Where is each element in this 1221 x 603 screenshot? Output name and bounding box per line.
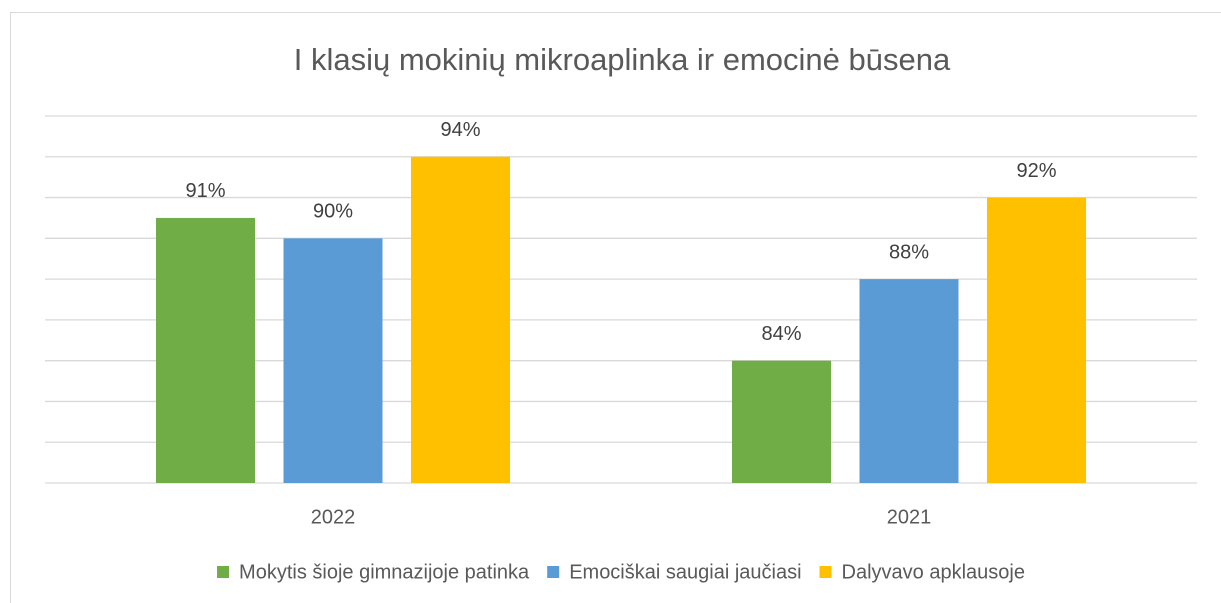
legend-swatch: [217, 566, 230, 578]
bar: [283, 238, 383, 483]
data-label: 92%: [1016, 160, 1056, 182]
bar: [732, 360, 831, 483]
legend-label: Emociškai saugiai jaučiasi: [569, 561, 801, 583]
legend-swatch: [819, 566, 832, 578]
data-label: 91%: [185, 180, 225, 202]
data-label: 94%: [440, 119, 480, 141]
x-tick-label: 2022: [311, 506, 356, 528]
x-tick-label: 2021: [887, 506, 932, 528]
bar: [411, 156, 510, 483]
legend-label: Mokytis šioje gimnazijoje patinka: [239, 561, 530, 583]
legend-swatch: [547, 566, 560, 578]
bar: [156, 217, 255, 483]
chart-title: I klasių mokinių mikroaplinka ir emocinė…: [294, 42, 951, 77]
data-label: 90%: [313, 201, 353, 223]
data-label: 84%: [761, 323, 801, 345]
legend-label: Dalyvavo apklausoje: [842, 561, 1025, 583]
data-label: 88%: [889, 241, 929, 263]
bar: [987, 197, 1086, 484]
bar: [859, 279, 959, 483]
